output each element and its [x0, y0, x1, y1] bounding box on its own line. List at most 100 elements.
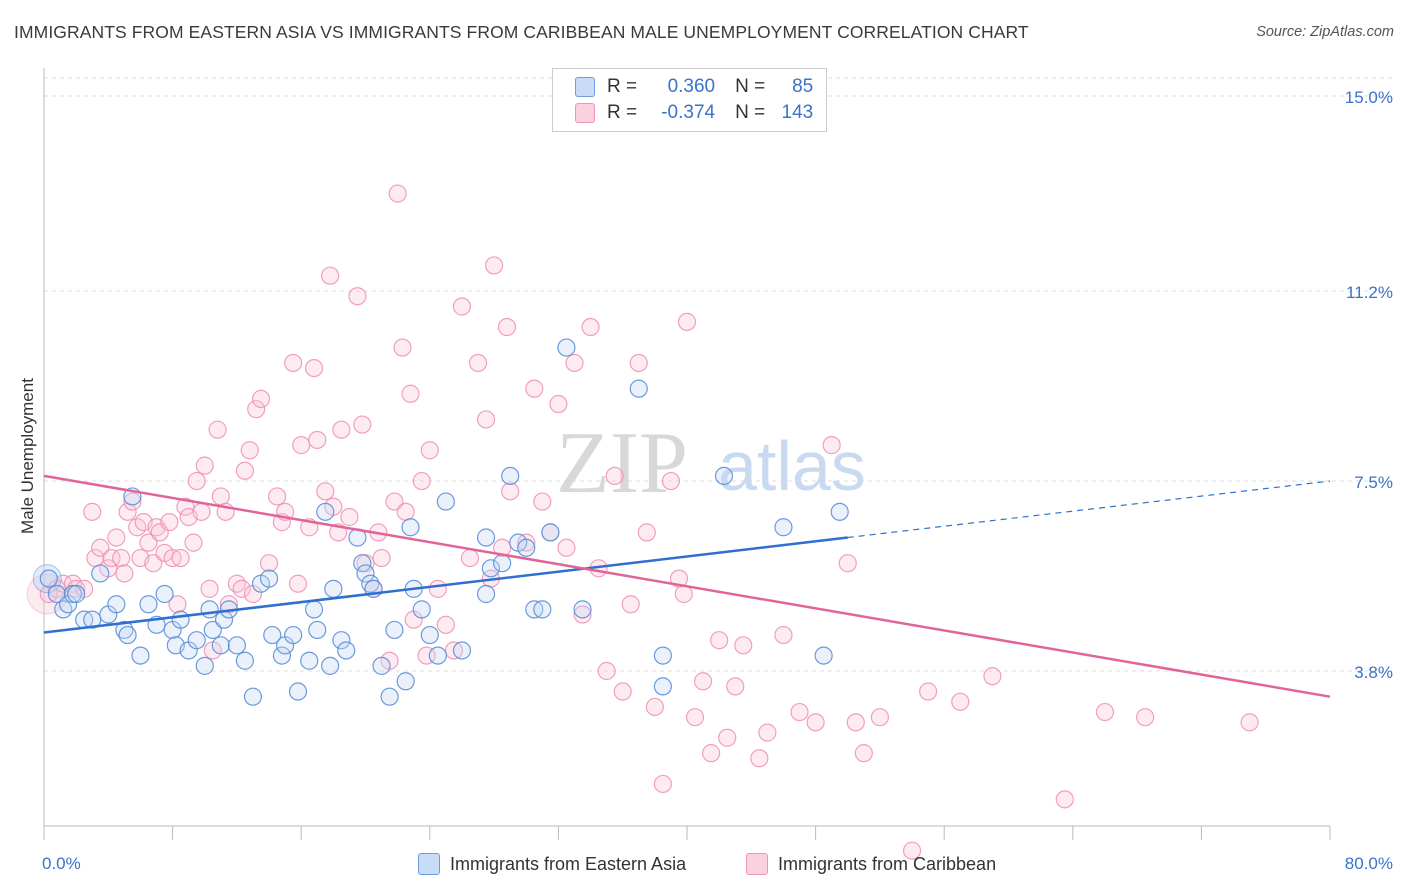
eastern-asia-point	[436, 492, 455, 511]
caribbean-point	[790, 702, 809, 722]
caribbean-point	[637, 523, 656, 542]
caribbean-point	[846, 713, 865, 732]
eastern-asia-point	[107, 595, 126, 614]
caribbean-point	[822, 436, 841, 455]
y-tick-label: 15.0%	[1345, 88, 1393, 107]
eastern-asia-point	[814, 646, 833, 665]
caribbean-point	[388, 184, 407, 203]
caribbean-point	[1055, 790, 1074, 809]
caribbean-point	[348, 287, 367, 306]
eastern-asia-point	[67, 584, 86, 604]
caribbean-point	[304, 358, 324, 378]
eastern-asia-point	[83, 610, 102, 629]
caribbean-point	[1095, 702, 1115, 722]
caribbean-point	[420, 441, 439, 460]
caribbean-point	[91, 538, 110, 557]
caribbean-point	[123, 492, 142, 511]
caribbean-point	[718, 728, 737, 747]
caribbean-point	[353, 415, 372, 434]
eastern-asia-point	[321, 656, 340, 675]
eastern-asia-point	[452, 641, 472, 660]
eastern-asia-point	[131, 646, 150, 665]
eastern-asia-point	[47, 584, 66, 604]
caribbean-point	[171, 548, 190, 568]
caribbean-point	[251, 389, 271, 409]
eastern-asia-point	[308, 620, 327, 640]
eastern-asia-point	[830, 502, 849, 521]
eastern-asia-point	[476, 584, 496, 604]
caribbean-point	[605, 466, 624, 486]
legend-r-label: R =	[607, 102, 638, 123]
caribbean-point	[63, 574, 83, 593]
eastern-asia-point	[412, 600, 431, 619]
eastern-asia-point	[200, 600, 219, 619]
eastern-asia-point	[420, 625, 439, 645]
source-credit: Source: ZipAtlas.com	[1256, 24, 1394, 40]
correlation-legend: R = 0.360 N = 85 R = -0.374 N = 143	[552, 68, 827, 132]
bottom-legend-caribbean: Immigrants from Caribbean	[746, 850, 996, 878]
caribbean-point	[806, 713, 825, 732]
eastern-asia-point	[774, 518, 793, 537]
caribbean-point	[144, 554, 163, 573]
y-tick-label: 3.8%	[1354, 663, 1393, 682]
eastern-asia-point	[316, 502, 335, 521]
caribbean-point	[393, 338, 412, 357]
caribbean-point	[677, 312, 697, 331]
caribbean-point	[613, 682, 632, 701]
caribbean-point	[240, 441, 259, 460]
eastern-asia-point	[493, 554, 512, 573]
eastern-asia-point	[653, 646, 672, 665]
eastern-asia-point	[300, 651, 319, 670]
eastern-asia-points	[32, 338, 849, 706]
caribbean-point	[176, 497, 195, 516]
caribbean-point	[629, 353, 648, 373]
caribbean-point	[854, 744, 873, 763]
caribbean-point	[316, 482, 335, 501]
caribbean-point	[621, 595, 640, 614]
caribbean-point	[115, 564, 134, 583]
caribbean-point	[321, 266, 340, 285]
caribbean-point	[168, 595, 187, 614]
caribbean-point	[774, 625, 793, 645]
caribbean-point	[726, 677, 745, 696]
eastern-asia-point	[259, 569, 279, 588]
legend-swatch-pink	[575, 103, 595, 123]
caribbean-point	[460, 548, 480, 568]
eastern-asia-point	[39, 569, 58, 588]
eastern-asia-point	[629, 379, 648, 398]
eastern-asia-point	[385, 620, 404, 640]
eastern-asia-point	[171, 610, 190, 629]
caribbean-point	[259, 554, 279, 573]
eastern-asia-point	[332, 631, 351, 650]
eastern-asia-point	[227, 636, 246, 655]
eastern-asia-point	[272, 646, 292, 665]
caribbean-point	[235, 461, 255, 480]
caribbean-point	[192, 502, 211, 521]
caribbean-point	[195, 456, 214, 475]
eastern-asia-point	[337, 641, 356, 660]
eastern-asia-point	[263, 625, 282, 645]
eastern-asia-point	[573, 600, 592, 619]
eastern-asia-point	[203, 620, 222, 640]
caribbean-point	[485, 256, 504, 275]
caribbean-point	[332, 420, 351, 439]
tick-labels: 3.8% 7.5% 11.2% 15.0% 0.0% 80.0%	[42, 88, 1393, 873]
legend-n-value: 143	[781, 102, 814, 123]
caribbean-point	[288, 574, 308, 593]
eastern-asia-point	[155, 584, 174, 604]
y-axis-label: Male Unemployment	[18, 378, 37, 534]
caribbean-point	[581, 317, 600, 337]
caribbean-point	[674, 584, 693, 604]
caribbean-point	[702, 744, 721, 763]
caribbean-point	[693, 672, 713, 691]
eastern-asia-point	[187, 631, 206, 650]
caribbean-point	[493, 538, 512, 557]
eastern-asia-trend-line-extension	[847, 480, 1331, 539]
caribbean-point	[107, 528, 126, 547]
caribbean-point	[102, 548, 121, 568]
eastern-asia-point	[653, 677, 672, 696]
eastern-asia-point	[501, 466, 520, 486]
x-tick-label-min: 0.0%	[42, 854, 81, 873]
caribbean-point	[476, 410, 496, 429]
